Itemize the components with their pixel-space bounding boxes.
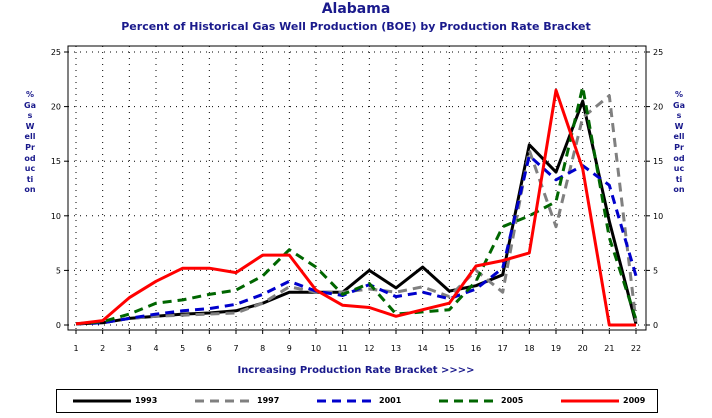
x-tick-label: 13	[391, 344, 401, 353]
x-tick-label: 21	[604, 344, 614, 353]
legend-swatch	[561, 399, 619, 403]
series-line-2005	[75, 85, 638, 326]
y-axis-label-right: % Gas Well Production	[673, 90, 685, 195]
y-axis-label-left: % Gas Well Production	[24, 90, 36, 195]
x-tick-label: 19	[551, 344, 561, 353]
y-tick-label-right: 0	[653, 321, 658, 330]
x-tick-label: 8	[260, 344, 265, 353]
x-tick-label: 6	[207, 344, 212, 353]
y-tick-label-left: 5	[56, 266, 61, 275]
y-tick-label-right: 20	[653, 103, 663, 112]
x-tick-label: 11	[338, 344, 348, 353]
x-tick-label: 20	[578, 344, 588, 353]
series-line-2009	[75, 88, 636, 327]
legend-label: 1997	[257, 396, 280, 405]
y-tick-label-right: 15	[653, 157, 663, 166]
plot-frame	[67, 45, 647, 331]
y-tick-label-left: 0	[56, 321, 61, 330]
x-tick-label: 17	[498, 344, 508, 353]
x-tick-label: 22	[631, 344, 641, 353]
legend-label: 2009	[623, 396, 646, 405]
y-tick-label-left: 15	[51, 157, 61, 166]
legend-label: 2001	[379, 396, 402, 405]
x-tick-label: 10	[311, 344, 321, 353]
x-tick-label: 12	[364, 344, 374, 353]
legend-swatch	[73, 399, 131, 403]
series-line-2001	[75, 154, 638, 326]
x-tick-label: 18	[524, 344, 534, 353]
x-tick-label: 9	[287, 344, 292, 353]
legend: 1993 1997 2001 2005 2009	[56, 389, 658, 413]
x-tick-label: 16	[471, 344, 481, 353]
x-tick-label: 4	[153, 344, 158, 353]
legend-label: 1993	[135, 396, 158, 405]
y-tick-label-right: 5	[653, 266, 658, 275]
y-tick-label-left: 20	[51, 103, 61, 112]
x-tick-label: 5	[180, 344, 185, 353]
x-tick-label: 14	[418, 344, 428, 353]
x-tick-label: 2	[100, 344, 105, 353]
x-tick-label: 7	[233, 344, 238, 353]
x-tick-label: 1	[73, 344, 78, 353]
y-tick-label-right: 10	[653, 212, 663, 221]
x-axis-label: Increasing Production Rate Bracket >>>>	[237, 365, 475, 376]
x-tick-label: 3	[127, 344, 132, 353]
legend-swatch	[195, 399, 253, 403]
x-tick-label: 15	[444, 344, 454, 353]
legend-swatch	[439, 399, 497, 403]
y-tick-label-left: 10	[51, 212, 61, 221]
y-tick-label-right: 25	[653, 48, 663, 57]
y-tick-label-left: 25	[51, 48, 61, 57]
chart-subtitle: Percent of Historical Gas Well Productio…	[121, 20, 591, 33]
legend-swatch	[317, 399, 375, 403]
legend-label: 2005	[501, 396, 524, 405]
chart-title: Alabama	[321, 1, 391, 17]
